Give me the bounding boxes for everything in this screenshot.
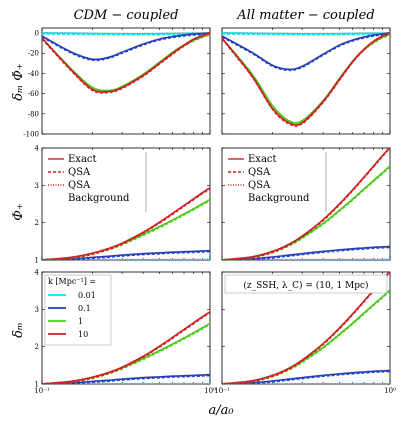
series-qsa-dotted-4-0.1 bbox=[222, 245, 390, 260]
legend-k-label-2: 1 bbox=[78, 317, 83, 326]
series-qsa-dotted-2-1 bbox=[222, 32, 390, 123]
x-tick-label-6-0: 10⁻¹ bbox=[214, 387, 230, 395]
series-qsa-dotted-1-10 bbox=[42, 31, 210, 92]
y-tick-label-1-0: 0 bbox=[35, 30, 39, 38]
y-tick-label-1-3: -60 bbox=[28, 90, 39, 98]
legend-k-label-1: 0.1 bbox=[78, 304, 91, 313]
row-ylabel-3: δₘ bbox=[11, 322, 26, 338]
legend-k-title: k [Mpc⁻¹] = bbox=[48, 277, 96, 286]
column-title-right: All matter − coupled bbox=[236, 8, 374, 23]
series-qsa-dotted-6-1 bbox=[222, 288, 390, 384]
y-tick-label-1-1: -20 bbox=[28, 50, 39, 58]
series-line-1-1 bbox=[42, 33, 210, 92]
row-ylabel-1: δₘ Φ̇₊ bbox=[11, 63, 26, 100]
series-line-3-10 bbox=[42, 187, 210, 260]
series-line-1-0.1 bbox=[42, 32, 210, 61]
legend-method-label-4-1: QSA bbox=[248, 167, 271, 178]
y-tick-label-3-0: 1 bbox=[35, 257, 39, 265]
legend-method-label-3-1: QSA bbox=[68, 167, 91, 178]
series-line-6-0.1 bbox=[222, 369, 390, 384]
series-qsa-dotted-5-1 bbox=[42, 322, 210, 384]
series-qsa-dotted-6-10 bbox=[222, 272, 390, 384]
series-qsa-dotted-1-1 bbox=[42, 32, 210, 91]
series-group-4 bbox=[222, 148, 390, 260]
y-tick-label-3-2: 3 bbox=[35, 182, 39, 190]
legend-method-label-4-3: Background bbox=[248, 193, 310, 204]
series-group-2 bbox=[222, 31, 390, 127]
series-qsa-dotted-4-1 bbox=[222, 164, 390, 260]
series-line-1-0.01 bbox=[42, 32, 210, 35]
series-qsa-dotted-1-0.1 bbox=[42, 31, 210, 60]
series-group-5 bbox=[42, 310, 210, 384]
y-tick-label-3-1: 2 bbox=[35, 219, 39, 227]
series-qsa-dotted-2-10 bbox=[222, 31, 390, 125]
annotation-box bbox=[224, 274, 388, 294]
series-qsa-dashed-3-10 bbox=[50, 188, 210, 260]
legend-method-label-4-2: QSA bbox=[248, 180, 271, 191]
series-qsa-dotted-6-0.1 bbox=[222, 369, 390, 384]
series-line-2-10 bbox=[222, 32, 390, 126]
series-qsa-dashed-1-0.1 bbox=[42, 33, 210, 62]
panel-frame-2 bbox=[221, 27, 391, 135]
series-qsa-dashed-3-0.1 bbox=[61, 251, 210, 260]
y-tick-label-1-4: -80 bbox=[28, 110, 39, 118]
x-tick-label-5-0: 10⁻¹ bbox=[34, 387, 50, 395]
legend-k-label-0: 0.01 bbox=[78, 291, 96, 300]
series-qsa-dotted-4-10 bbox=[222, 148, 390, 260]
series-qsa-dashed-2-10 bbox=[222, 33, 390, 127]
y-tick-label-5-1: 2 bbox=[35, 343, 39, 351]
y-tick-label-1-2: -40 bbox=[28, 70, 39, 78]
y-tick-label-5-3: 4 bbox=[35, 269, 40, 277]
series-qsa-dotted-2-0.1 bbox=[222, 31, 390, 69]
series-line-5-10 bbox=[42, 311, 210, 384]
series-qsa-dashed-2-1 bbox=[222, 34, 390, 125]
series-line-4-0.1 bbox=[222, 245, 390, 260]
series-line-6-1 bbox=[222, 289, 390, 384]
column-title-left: CDM − coupled bbox=[74, 8, 179, 23]
legend-method-label-3-2: QSA bbox=[68, 180, 91, 191]
series-group-1 bbox=[42, 31, 210, 94]
legend-method-label-3-0: Exact bbox=[68, 154, 97, 165]
x-tick-label-6-1: 10⁰ bbox=[384, 387, 396, 395]
legend-method-label-3-3: Background bbox=[68, 193, 130, 204]
series-qsa-dashed-2-0.1 bbox=[222, 33, 390, 72]
series-qsa-dashed-5-0.1 bbox=[61, 375, 210, 384]
series-qsa-dashed-4-10 bbox=[230, 148, 390, 260]
y-tick-label-5-0: 1 bbox=[35, 381, 39, 389]
series-qsa-dashed-6-1 bbox=[230, 290, 390, 384]
series-qsa-dashed-3-1 bbox=[50, 200, 210, 260]
y-tick-label-1-5: -100 bbox=[23, 131, 39, 139]
y-tick-label-3-3: 4 bbox=[35, 145, 40, 153]
series-qsa-dashed-4-0.1 bbox=[242, 247, 390, 260]
parameter-annotation: (z_SSH, λ_C) = (10, 1 Mpc) bbox=[243, 280, 368, 291]
legend-k-label-3: 10 bbox=[78, 330, 88, 339]
series-qsa-dotted-5-0.1 bbox=[42, 373, 210, 384]
series-qsa-dashed-6-0.1 bbox=[242, 371, 390, 384]
series-line-3-0.1 bbox=[42, 249, 210, 260]
series-line-5-0.1 bbox=[42, 373, 210, 384]
series-group-3 bbox=[42, 186, 210, 260]
x-tick-label-5-1: 10⁰ bbox=[204, 387, 216, 395]
series-qsa-dashed-4-1 bbox=[230, 166, 390, 260]
x-axis-label: a/a₀ bbox=[208, 403, 234, 418]
series-line-2-0.01 bbox=[222, 32, 390, 35]
series-line-1-10 bbox=[42, 32, 210, 93]
series-qsa-dotted-5-10 bbox=[42, 310, 210, 384]
series-qsa-dashed-1-10 bbox=[42, 33, 210, 94]
series-line-4-10 bbox=[222, 148, 390, 260]
series-qsa-dotted-3-1 bbox=[42, 198, 210, 260]
panel-frame-1 bbox=[41, 27, 211, 135]
legend-method-label-4-0: Exact bbox=[248, 154, 277, 165]
row-ylabel-2: Φ₊ bbox=[11, 203, 26, 221]
y-tick-label-5-2: 3 bbox=[35, 306, 39, 314]
series-qsa-dashed-5-10 bbox=[50, 312, 210, 384]
series-qsa-dotted-3-10 bbox=[42, 186, 210, 260]
series-qsa-dotted-3-0.1 bbox=[42, 249, 210, 260]
series-line-2-0.1 bbox=[222, 32, 390, 71]
series-qsa-dashed-5-1 bbox=[50, 324, 210, 384]
